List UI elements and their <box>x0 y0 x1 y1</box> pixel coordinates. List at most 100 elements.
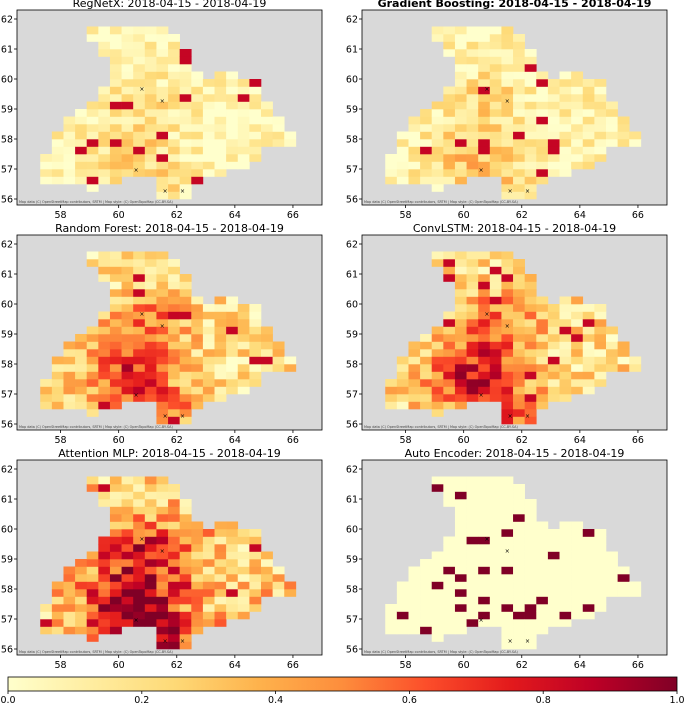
heatmap-cell <box>501 161 514 170</box>
heatmap-cell <box>98 266 111 275</box>
heatmap-cell <box>501 581 514 590</box>
heatmap-cell <box>109 521 122 530</box>
heatmap-cell <box>144 499 157 507</box>
heatmap-cell <box>168 619 180 627</box>
heatmap-cell <box>202 379 215 387</box>
heatmap-cell <box>524 626 537 635</box>
heatmap-cell <box>536 311 549 320</box>
panel-title: Attention MLP: 2018-04-15 - 2018-04-19 <box>58 447 281 460</box>
heatmap-cell <box>524 94 537 102</box>
heatmap-cell <box>396 371 409 380</box>
heatmap-cell <box>214 146 227 155</box>
heatmap-cell <box>582 364 595 372</box>
axes-frame <box>361 234 668 431</box>
heatmap-cell <box>179 139 192 147</box>
heatmap-cell <box>144 296 157 305</box>
heatmap-cell <box>454 124 467 132</box>
heatmap-cell <box>133 266 146 275</box>
heatmap-cell <box>51 371 64 380</box>
heatmap-cell <box>408 386 421 395</box>
heatmap-cell <box>179 574 192 582</box>
heatmap-cell <box>524 109 537 117</box>
heatmap-cell <box>51 169 64 177</box>
heatmap-cell <box>168 176 180 185</box>
heatmap-cell <box>144 349 157 357</box>
heatmap-cell <box>478 311 491 320</box>
heatmap-cell <box>466 304 479 312</box>
heatmap-cell <box>191 566 204 575</box>
heatmap-cell <box>144 86 157 95</box>
y-tick-label: 57 <box>1 390 13 401</box>
y-tick-label: 60 <box>346 75 358 86</box>
heatmap-cell <box>75 334 88 342</box>
heatmap-cell <box>454 34 467 42</box>
heatmap-cell <box>156 326 169 335</box>
heatmap-cell <box>121 364 134 372</box>
heatmap-cell <box>431 476 444 485</box>
heatmap-cell <box>51 161 64 170</box>
heatmap-cell <box>156 184 169 192</box>
heatmap-cell <box>249 341 262 350</box>
heatmap-cell <box>51 131 64 140</box>
heatmap-cell <box>594 124 607 132</box>
heatmap-cell <box>594 581 607 590</box>
heatmap-cell <box>571 109 584 117</box>
heatmap-cell <box>86 131 99 140</box>
heatmap-cell <box>98 596 111 605</box>
heatmap-cell <box>571 326 584 335</box>
heatmap-cell <box>237 544 250 552</box>
heatmap-cell <box>144 79 157 87</box>
heatmap-cell <box>237 604 250 612</box>
heatmap-cell <box>396 589 409 597</box>
heatmap-cell <box>86 604 99 612</box>
y-tick-label: 56 <box>346 195 358 206</box>
heatmap-cell <box>98 154 111 162</box>
heatmap-cell <box>513 71 525 80</box>
heatmap-cell <box>75 611 88 620</box>
heatmap-cell <box>249 311 262 320</box>
heatmap-cell <box>168 304 180 312</box>
heatmap-cell <box>466 611 479 620</box>
heatmap-cell <box>51 139 64 147</box>
heatmap-cell <box>191 401 204 410</box>
heatmap-cell <box>559 566 572 575</box>
heatmap-cell <box>121 484 134 492</box>
heatmap-cell <box>524 131 537 140</box>
heatmap-cell <box>191 311 204 320</box>
heatmap-cell <box>133 574 146 582</box>
heatmap-cell <box>582 146 595 155</box>
heatmap-cell <box>524 394 537 402</box>
heatmap-cell <box>249 326 262 335</box>
heatmap-cell <box>133 296 146 305</box>
heatmap-cell <box>431 116 444 125</box>
heatmap-cell <box>98 131 111 140</box>
heatmap-cell <box>431 251 444 260</box>
heatmap-cell <box>249 109 262 117</box>
heatmap-cell <box>571 544 584 552</box>
heatmap-cell <box>466 386 479 395</box>
heatmap-cell <box>582 559 595 567</box>
heatmap-cell <box>559 86 572 95</box>
heatmap-cell <box>582 589 595 597</box>
x-tick-label: 58 <box>55 210 67 221</box>
heatmap-cell <box>513 281 525 290</box>
heatmap-cell <box>594 551 607 560</box>
heatmap-cell <box>536 169 549 177</box>
station-marker: × <box>484 311 489 318</box>
heatmap-cell <box>226 386 239 395</box>
heatmap-cell <box>261 349 273 357</box>
heatmap-cell <box>385 401 398 410</box>
heatmap-cell <box>133 379 146 387</box>
heatmap-cell <box>489 611 502 620</box>
heatmap-cell <box>501 26 514 35</box>
heatmap-cell <box>98 49 111 57</box>
heatmap-cell <box>168 139 180 147</box>
heatmap-cell <box>547 139 560 147</box>
heatmap-cell <box>547 349 560 357</box>
heatmap-cell <box>156 499 169 507</box>
heatmap-cell <box>109 124 122 132</box>
heatmap-cell <box>63 154 76 162</box>
heatmap-cell <box>226 566 239 575</box>
heatmap-cell <box>501 611 514 620</box>
